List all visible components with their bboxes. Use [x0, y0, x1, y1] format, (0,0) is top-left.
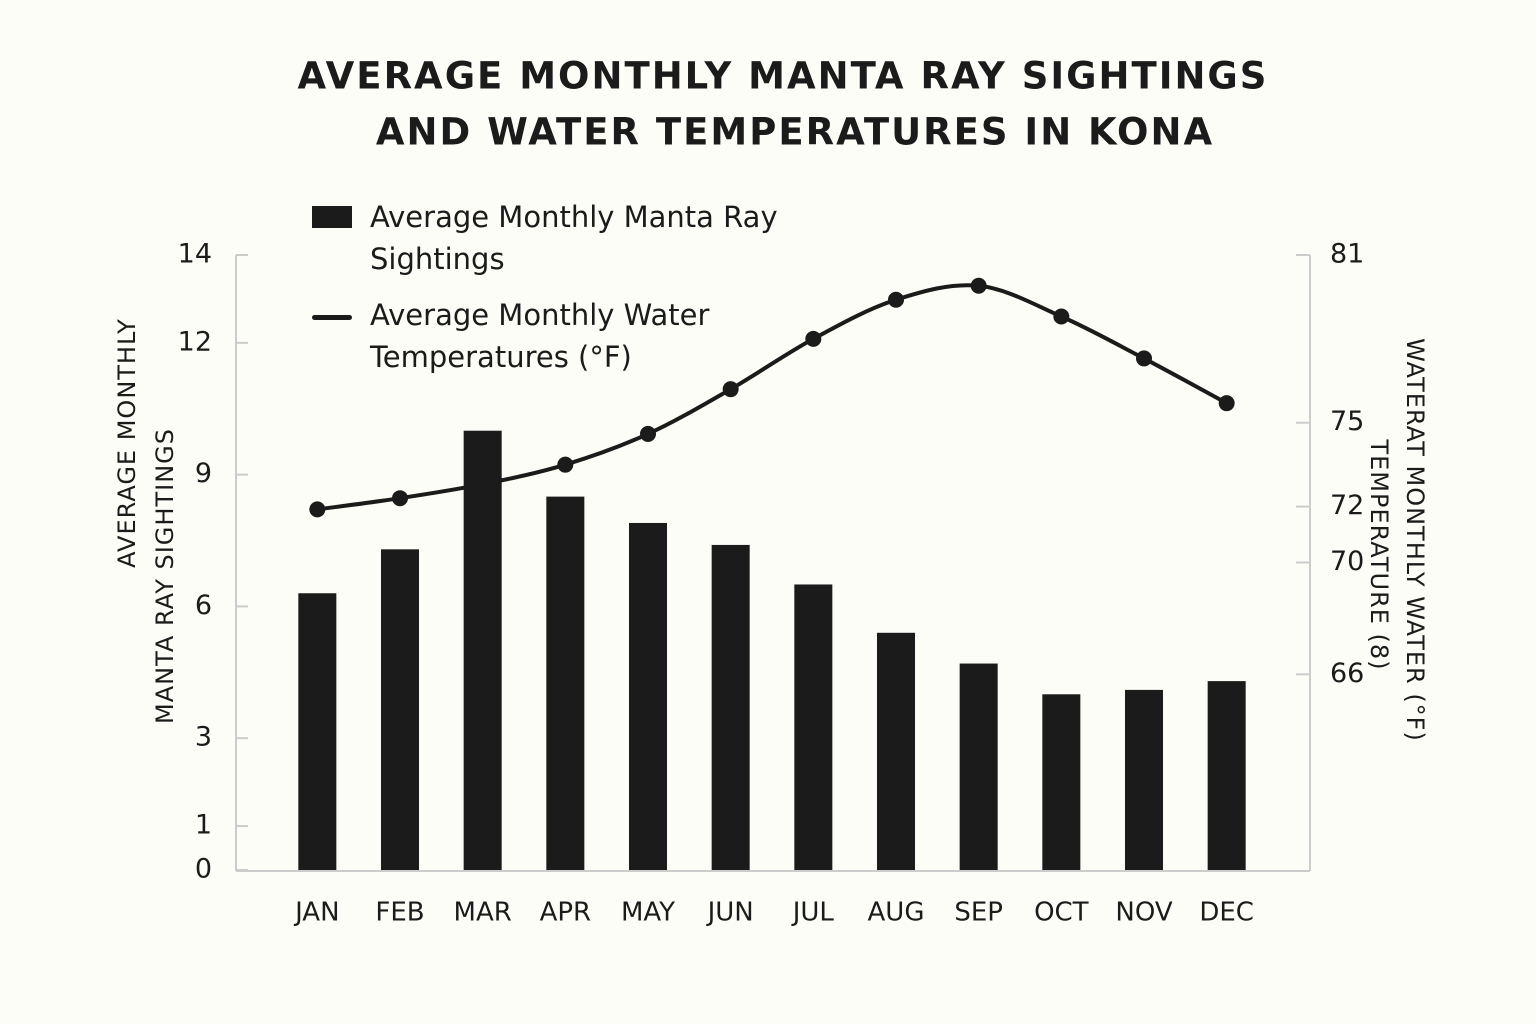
x-tick-label: OCT [1034, 898, 1089, 928]
legend-label: Average Monthly Manta Ray Sightings [370, 200, 778, 276]
x-tick-label: JUL [791, 898, 835, 928]
y-tick-label: 6 [195, 590, 212, 621]
y2-tick-label: 75 [1330, 406, 1364, 437]
line-point [888, 291, 904, 308]
y2-tick-label: 66 [1330, 658, 1364, 689]
legend-item: Average Monthly Manta Ray Sightings [312, 196, 812, 280]
x-tick-label: APR [540, 898, 592, 928]
y-tick-label: 1 [195, 810, 212, 841]
x-tick-label: DEC [1199, 898, 1254, 928]
line-point [309, 501, 326, 518]
line-point [722, 381, 739, 398]
bar [298, 593, 337, 870]
y2-axis-label: TEMPERATURE (8) [1365, 438, 1393, 670]
bar [711, 544, 750, 870]
line-point [474, 476, 491, 493]
legend-swatch [312, 206, 352, 228]
legend: Average Monthly Manta Ray Sightings Avera… [312, 196, 812, 392]
bar [1124, 689, 1164, 870]
y2-tick-label: 72 [1330, 490, 1364, 521]
line-point [970, 277, 987, 294]
line-point [805, 330, 822, 347]
x-tick-label: MAR [454, 898, 512, 928]
y2-tick-label: 70 [1330, 546, 1364, 577]
chart-title: AND WATER TEMPERATURES IN KONA [376, 111, 1214, 154]
x-tick-label: NOV [1115, 898, 1172, 928]
y-axis-label: AVERAGE MONTHLY [113, 318, 141, 568]
bar [1042, 694, 1081, 870]
bar [794, 584, 833, 870]
x-tick-label: MAY [621, 898, 675, 928]
bar [463, 430, 502, 870]
y-tick-label: 3 [195, 722, 212, 753]
x-tick-label: SEP [954, 898, 1003, 928]
y-tick-label: 0 [195, 854, 212, 885]
x-tick-label: JUN [706, 898, 754, 928]
y-axis-label: MANTA RAY SIGHTINGS [151, 428, 179, 724]
bar [380, 549, 420, 870]
y2-axis-label: WATERAT MONTHLY WATER (°F) [1401, 338, 1429, 742]
bar [959, 663, 998, 870]
x-tick-label: AUG [868, 898, 925, 928]
line-point [1136, 350, 1152, 367]
y-tick-label: 14 [178, 239, 212, 270]
x-tick-label: FEB [375, 898, 424, 928]
bar [1207, 681, 1246, 870]
line-point [1218, 395, 1235, 412]
chart-title: AVERAGE MONTHLY MANTA RAY SIGHTINGS [298, 55, 1269, 98]
x-tick-label: JAN [293, 898, 339, 928]
y-tick-label: 12 [178, 326, 212, 357]
legend-label: Average Monthly Water Temperatures (°F) [370, 298, 710, 374]
bar [628, 522, 668, 870]
line [317, 283, 1228, 512]
bar [546, 496, 585, 870]
y-tick-label: 9 [195, 458, 212, 489]
line-point [1053, 308, 1070, 325]
line-point [392, 490, 408, 507]
y2-tick-label: 81 [1330, 239, 1364, 270]
legend-item: Average Monthly Water Temperatures (°F) [312, 294, 812, 378]
bar [876, 632, 916, 870]
line-point [640, 425, 656, 442]
legend-swatch [312, 315, 352, 320]
line-point [557, 456, 574, 473]
